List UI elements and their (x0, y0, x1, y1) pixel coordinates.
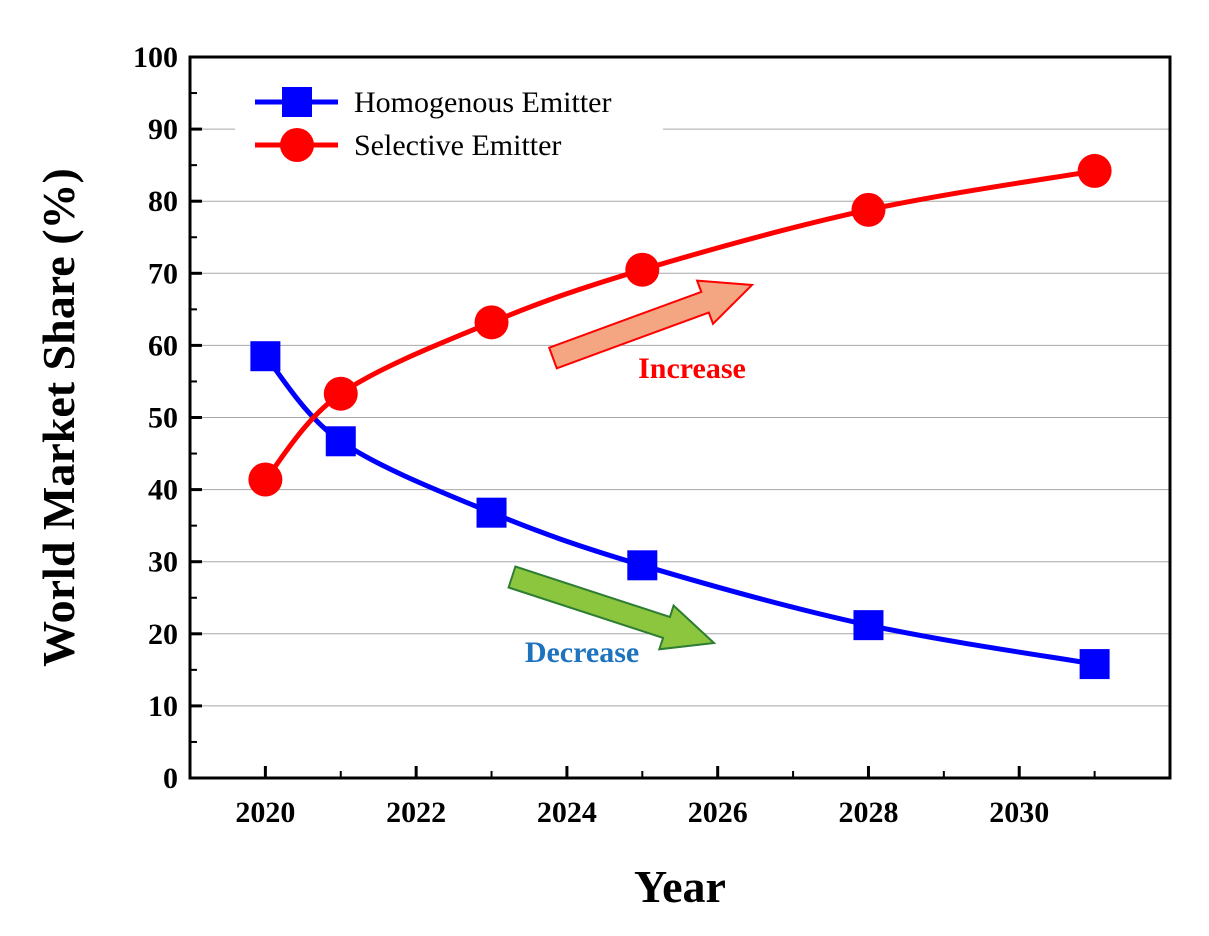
annotations: Increase Decrease (507, 279, 755, 669)
y-tick-label: 30 (148, 546, 178, 579)
x-axis-title: Year (634, 861, 726, 912)
axis-ticks (190, 55, 1096, 780)
series-line-1 (262, 168, 1098, 483)
data-point (250, 341, 281, 372)
data-point (476, 497, 507, 528)
increase-label: Increase (638, 352, 746, 385)
decrease-arrow (507, 565, 717, 651)
data-point (248, 462, 283, 497)
y-tick-label: 20 (148, 618, 178, 651)
x-tick-label: 2024 (537, 796, 597, 829)
legend-label: Selective Emitter (354, 129, 561, 162)
data-point (1077, 153, 1112, 188)
y-tick-label: 80 (148, 185, 178, 218)
data-point (1079, 649, 1110, 680)
y-axis-title: World Market Share (%) (33, 168, 84, 667)
y-tick-label: 70 (148, 257, 178, 290)
data-point (853, 610, 884, 641)
x-tick-label: 2028 (838, 796, 898, 829)
data-point (323, 376, 358, 411)
increase-arrow (547, 279, 755, 370)
data-point (625, 252, 660, 287)
legend-marker (282, 87, 312, 117)
data-point (851, 192, 886, 227)
legend: Homogenous Emitter Selective Emitter (235, 78, 663, 173)
legend-marker (280, 128, 314, 162)
y-tick-label: 90 (148, 113, 178, 146)
decrease-label: Decrease (525, 636, 639, 669)
y-tick-label: 10 (148, 690, 178, 723)
y-tick-label: 60 (148, 329, 178, 362)
x-tick-label: 2022 (386, 796, 446, 829)
x-tick-label: 2026 (688, 796, 748, 829)
x-tick-label: 2030 (989, 796, 1049, 829)
y-tick-label: 100 (133, 41, 178, 74)
series-markers (248, 153, 1112, 680)
data-point (627, 550, 658, 581)
y-tick-label: 40 (148, 474, 178, 507)
legend-label: Homogenous Emitter (354, 86, 611, 119)
x-tick-label: 2020 (235, 796, 295, 829)
y-tick-label: 50 (148, 402, 178, 435)
data-point (325, 426, 356, 457)
data-point (474, 305, 509, 340)
grid-lines (190, 128, 1170, 707)
y-tick-label: 0 (163, 762, 178, 795)
